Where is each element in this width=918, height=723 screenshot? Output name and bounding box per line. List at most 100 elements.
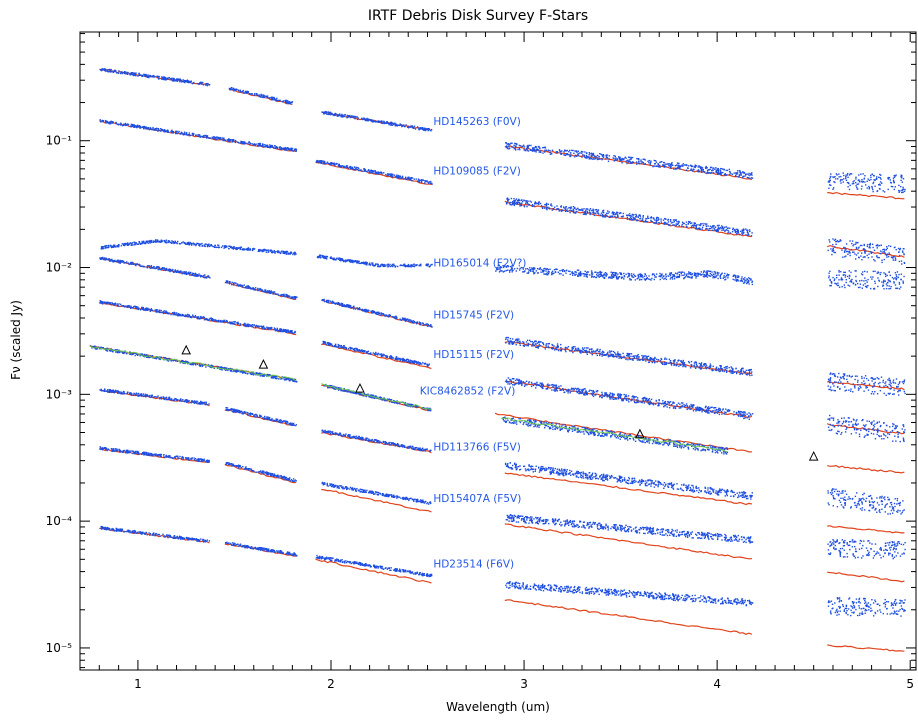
observed-point — [838, 274, 839, 275]
observed-point — [712, 170, 713, 171]
observed-point — [730, 173, 731, 174]
observed-point — [752, 284, 753, 285]
observed-point — [103, 246, 104, 247]
observed-point — [875, 283, 876, 284]
observed-point — [870, 179, 871, 180]
observed-point — [107, 258, 108, 259]
observed-point — [573, 206, 574, 207]
observed-point — [643, 159, 644, 160]
observed-point — [712, 225, 713, 226]
observed-point — [575, 212, 576, 213]
observed-point — [179, 243, 180, 244]
observed-point — [714, 271, 715, 272]
observed-point — [896, 288, 897, 289]
observed-point — [617, 216, 618, 217]
observed-point — [343, 260, 344, 261]
observed-point — [528, 269, 529, 270]
observed-point — [633, 219, 634, 220]
observed-point — [676, 223, 677, 224]
observed-point — [260, 143, 261, 144]
observed-point — [386, 121, 387, 122]
observed-point — [584, 151, 585, 152]
observed-point — [654, 160, 655, 161]
observed-point — [650, 279, 651, 280]
observed-point — [702, 228, 703, 229]
observed-point — [520, 205, 521, 206]
observed-point — [686, 226, 687, 227]
observed-point — [709, 228, 710, 229]
observed-point — [841, 286, 842, 287]
observed-point — [720, 274, 721, 275]
observed-point — [640, 218, 641, 219]
observed-point — [872, 189, 873, 190]
observed-point — [625, 274, 626, 275]
observed-point — [156, 128, 157, 129]
y-axis-label: Fν (scaled Jy) — [9, 300, 23, 380]
observed-point — [873, 179, 874, 180]
observed-point — [839, 176, 840, 177]
observed-point — [871, 253, 872, 254]
observed-point — [291, 149, 292, 150]
observed-point — [237, 247, 238, 248]
observed-point — [521, 203, 522, 204]
observed-point — [656, 166, 657, 167]
observed-point — [341, 306, 342, 307]
observed-point — [631, 163, 632, 164]
observed-point — [359, 263, 360, 264]
observed-point — [660, 279, 661, 280]
observed-point — [586, 157, 587, 158]
observed-point — [850, 173, 851, 174]
observed-point — [698, 224, 699, 225]
observed-point — [852, 183, 853, 184]
observed-point — [176, 272, 177, 273]
observed-point — [331, 302, 332, 303]
observed-point — [576, 211, 577, 212]
observed-point — [394, 265, 395, 266]
observed-point — [386, 315, 387, 316]
observed-point — [592, 209, 593, 210]
observed-point — [369, 172, 370, 173]
observed-point — [349, 259, 350, 260]
observed-point — [549, 150, 550, 151]
observed-point — [326, 114, 327, 115]
observed-point — [143, 242, 144, 243]
observed-point — [885, 274, 886, 275]
observed-point — [574, 208, 575, 209]
observed-point — [750, 278, 751, 279]
observed-point — [238, 90, 239, 91]
observed-point — [883, 280, 884, 281]
observed-point — [698, 169, 699, 170]
observed-point — [206, 136, 207, 137]
observed-point — [122, 72, 123, 73]
observed-point — [580, 275, 581, 276]
observed-point — [717, 173, 718, 174]
observed-point — [222, 245, 223, 246]
observed-point — [678, 167, 679, 168]
observed-point — [895, 186, 896, 187]
observed-point — [249, 249, 250, 250]
observed-point — [739, 170, 740, 171]
observed-point — [402, 317, 403, 318]
observed-point — [551, 274, 552, 275]
observed-point — [654, 165, 655, 166]
observed-point — [701, 168, 702, 169]
observed-point — [339, 303, 340, 304]
observed-point — [344, 306, 345, 307]
observed-point — [832, 250, 833, 251]
observed-point — [845, 255, 846, 256]
observed-point — [740, 174, 741, 175]
observed-point — [245, 91, 246, 92]
observed-point — [208, 275, 209, 276]
observed-point — [899, 283, 900, 284]
observed-point — [136, 127, 137, 128]
observed-point — [610, 277, 611, 278]
observed-point — [632, 276, 633, 277]
observed-point — [188, 272, 189, 273]
observed-point — [843, 275, 844, 276]
observed-point — [516, 198, 517, 199]
observed-point — [414, 126, 415, 127]
observed-point — [175, 241, 176, 242]
observed-point — [549, 269, 550, 270]
observed-point — [576, 156, 577, 157]
observed-point — [334, 163, 335, 164]
